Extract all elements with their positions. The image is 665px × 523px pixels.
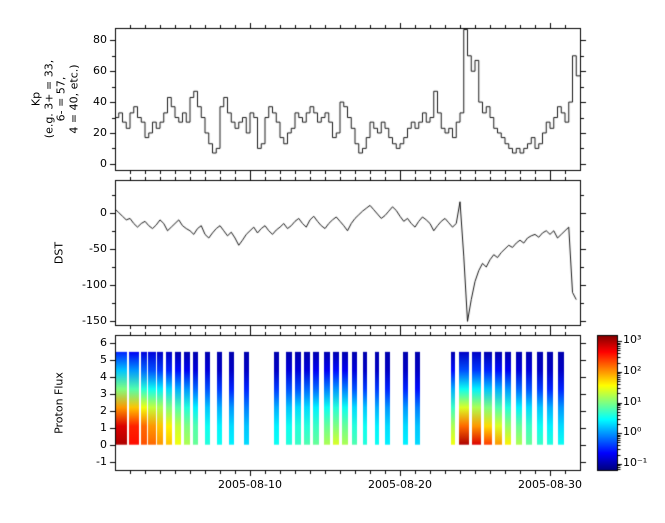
x-tick-label: 2005-08-20 (368, 478, 432, 491)
kp-ytick-label: 0 (100, 156, 107, 170)
flux-ytick-label: 2 (100, 403, 107, 417)
flux-ytick-label: 4 (100, 370, 107, 384)
flux-ytick-label: 3 (100, 387, 107, 401)
x-tick-label: 2005-08-30 (518, 478, 582, 491)
x-tick-label: 2005-08-10 (218, 478, 282, 491)
colorbar-tick-label: 10⁻¹ (623, 455, 648, 469)
flux-ytick-label: 5 (100, 353, 107, 367)
kp-ytick-label: 20 (93, 125, 107, 139)
dst-ytick-label: -100 (82, 278, 107, 292)
flux-ytick-label: 6 (100, 336, 107, 350)
dst-ytick-label: 0 (100, 205, 107, 219)
kp-ytick-label: 60 (93, 64, 107, 78)
colorbar-tick-label: 10² (623, 363, 642, 377)
dst-ytick-label: -50 (89, 241, 107, 255)
colorbar-tick-label: 10⁰ (623, 425, 642, 439)
flux-ytick-label: 0 (100, 437, 107, 451)
colorbar-tick-label: 10³ (623, 333, 642, 347)
kp-ytick-label: 80 (93, 33, 107, 47)
kp-ytick-label: 40 (93, 95, 107, 109)
flux-ytick-label: -1 (96, 454, 107, 468)
dst-ytick-label: -150 (82, 314, 107, 328)
flux-ytick-label: 1 (100, 420, 107, 434)
colorbar-tick-label: 10¹ (623, 394, 642, 408)
